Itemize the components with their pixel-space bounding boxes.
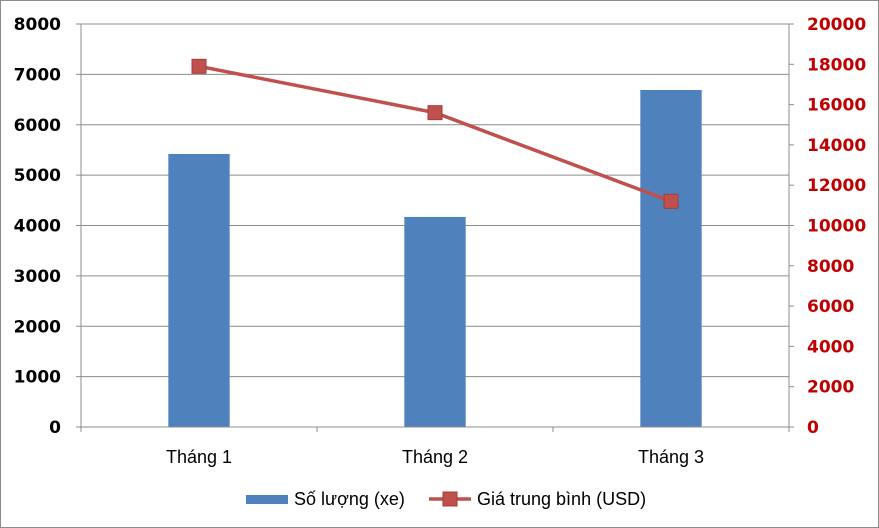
left-tick-label: 8000: [14, 15, 61, 35]
category-label: Tháng 3: [638, 447, 704, 467]
legend-swatch-bar: [246, 495, 288, 504]
right-tick-label: 20000: [807, 15, 866, 35]
left-tick-label: 0: [49, 418, 61, 438]
right-tick-label: 6000: [807, 297, 854, 317]
right-tick-label: 16000: [807, 96, 866, 116]
left-tick-label: 6000: [14, 116, 61, 136]
right-tick-label: 2000: [807, 378, 854, 398]
right-tick-label: 10000: [807, 217, 866, 237]
bar: [404, 216, 466, 427]
right-tick-label: 4000: [807, 337, 854, 357]
price-line: [198, 64, 672, 203]
legend-label-bar: Số lượng (xe): [294, 489, 405, 509]
right-tick-label: 0: [807, 418, 819, 438]
left-tick-label: 1000: [14, 368, 61, 388]
line-series: [191, 58, 679, 209]
legend-label-line: Giá trung bình (USD): [477, 489, 646, 509]
right-tick-label: 14000: [807, 136, 866, 156]
left-tick-label: 4000: [14, 217, 61, 237]
left-tick-label: 3000: [14, 267, 61, 287]
category-label: Tháng 1: [166, 447, 232, 467]
bar-series: [168, 89, 702, 428]
tick-labels: 0 1000 2000 3000 4000 5000 6000 7000 8000 0 2000 40…: [14, 15, 867, 467]
right-tick-label: 12000: [807, 176, 866, 196]
left-tick-label: 5000: [14, 166, 61, 186]
price-point: [427, 105, 443, 121]
axes: [76, 23, 794, 432]
right-tick-label: 8000: [807, 257, 854, 277]
price-point: [191, 58, 207, 74]
bar: [168, 153, 230, 427]
category-label: Tháng 2: [402, 447, 468, 467]
bar: [640, 89, 702, 428]
left-tick-label: 2000: [14, 317, 61, 337]
right-tick-label: 18000: [807, 55, 866, 75]
legend-swatch-marker: [442, 491, 458, 507]
left-tick-label: 7000: [14, 65, 61, 85]
price-point: [663, 193, 679, 209]
legend: Số lượng (xe) Giá trung bình (USD): [246, 489, 646, 509]
